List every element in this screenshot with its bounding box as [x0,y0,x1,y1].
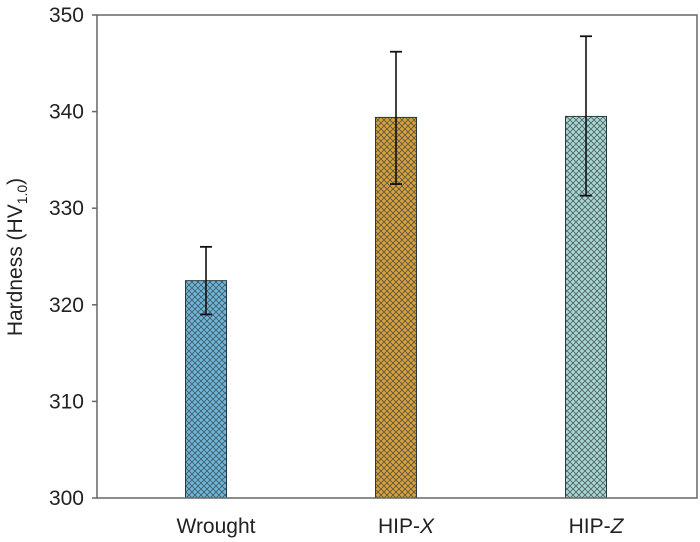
y-axis: 300 310 320 330 340 350 [49,4,97,510]
y-tick-label: 310 [49,390,84,413]
error-bar [580,35,592,197]
x-tick-label: HIP-X [378,515,435,538]
error-bar [200,245,212,316]
y-tick-label: 320 [49,294,84,317]
x-tick-label: HIP-Z [569,515,625,538]
y-axis-label: Hardness (HV1.0) [4,178,30,336]
error-bars [200,35,592,316]
error-bar [390,50,402,185]
x-tick-label: Wrought [177,515,256,538]
y-tick-label: 340 [49,101,84,124]
y-tick-label: 350 [49,4,84,27]
x-axis: Wrought HIP-X HIP-Z [177,515,625,538]
plot-frame [96,14,698,499]
y-tick-label: 300 [49,487,84,510]
y-tick-label: 330 [49,197,84,220]
bar [185,280,227,499]
